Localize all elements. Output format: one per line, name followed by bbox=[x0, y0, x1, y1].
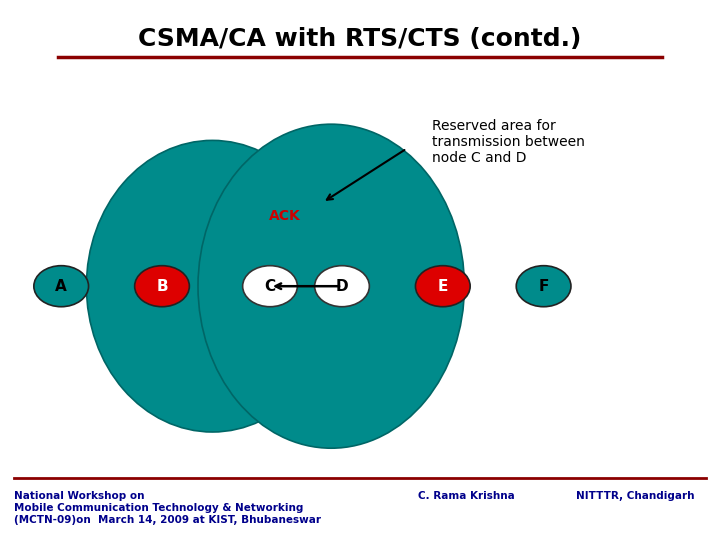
Circle shape bbox=[415, 266, 470, 307]
Text: C: C bbox=[264, 279, 276, 294]
Text: A: A bbox=[55, 279, 67, 294]
Circle shape bbox=[243, 266, 297, 307]
Text: ACK: ACK bbox=[269, 209, 300, 223]
Text: B: B bbox=[156, 279, 168, 294]
Text: E: E bbox=[438, 279, 448, 294]
Text: National Workshop on
Mobile Communication Technology & Networking
(MCTN-09)on  M: National Workshop on Mobile Communicatio… bbox=[14, 491, 321, 524]
Text: D: D bbox=[336, 279, 348, 294]
Text: Reserved area for
transmission between
node C and D: Reserved area for transmission between n… bbox=[432, 119, 585, 165]
Text: C. Rama Krishna: C. Rama Krishna bbox=[418, 491, 514, 502]
Ellipse shape bbox=[198, 124, 464, 448]
Text: F: F bbox=[539, 279, 549, 294]
Circle shape bbox=[135, 266, 189, 307]
Text: CSMA/CA with RTS/CTS (contd.): CSMA/CA with RTS/CTS (contd.) bbox=[138, 27, 582, 51]
Text: NITTTR, Chandigarh: NITTTR, Chandigarh bbox=[576, 491, 695, 502]
Circle shape bbox=[34, 266, 89, 307]
Ellipse shape bbox=[86, 140, 338, 432]
Circle shape bbox=[315, 266, 369, 307]
Circle shape bbox=[516, 266, 571, 307]
